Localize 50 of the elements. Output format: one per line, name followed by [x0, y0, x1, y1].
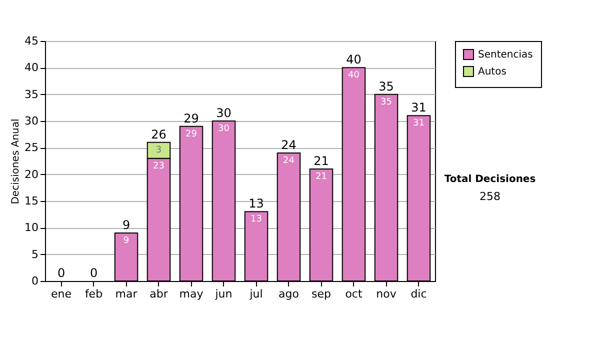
data-label: 13	[250, 214, 262, 225]
y-axis-title: Decisiones Anual	[10, 118, 22, 204]
y-tick-label: 5	[32, 248, 38, 261]
total-label: 9	[122, 218, 130, 232]
data-label: 23	[153, 161, 164, 172]
total-label: 13	[248, 196, 264, 211]
x-tick-label: nov	[376, 288, 397, 300]
total-label: 30	[216, 106, 232, 120]
x-tick-label: abr	[150, 288, 168, 300]
total-label: 21	[314, 154, 329, 168]
y-tick-label: 0	[32, 274, 38, 288]
x-tick-label: sep	[312, 288, 332, 300]
text: Total Decisiones	[444, 174, 536, 185]
x-tick-label: ago	[278, 288, 300, 300]
y-tick-label: 45	[24, 34, 38, 48]
data-label: 29	[186, 129, 198, 140]
x-tick-label: feb	[84, 288, 103, 300]
text: 258	[480, 190, 500, 203]
y-tick-label: 15	[24, 194, 38, 208]
legend-label: Sentencias	[478, 50, 533, 60]
x-tick-label: mar	[115, 288, 138, 300]
total-label: 29	[184, 111, 199, 126]
y-tick-label: 20	[24, 168, 38, 181]
x-tick-label: ene	[50, 288, 72, 300]
data-label: 40	[348, 70, 360, 81]
y-tick-label: 40	[24, 61, 38, 74]
legend-label: Autos	[478, 66, 506, 78]
y-tick-label: 35	[24, 88, 38, 101]
data-label: 24	[283, 156, 295, 166]
data-label: 21	[316, 172, 327, 182]
total-label: 35	[378, 79, 394, 94]
total-label: 24	[281, 138, 296, 152]
total-label: 40	[346, 52, 362, 67]
data-label: 30	[218, 124, 230, 134]
y-tick-label: 30	[24, 114, 38, 128]
x-tick-label: oct	[345, 288, 363, 300]
data-label: 9	[123, 236, 130, 246]
y-tick-label: 25	[24, 141, 38, 154]
total-label: 31	[411, 100, 426, 115]
data-label: 35	[380, 97, 392, 108]
total-label: 0	[90, 266, 98, 280]
x-tick-label: may	[179, 288, 204, 300]
total-label: 26	[151, 127, 166, 142]
data-label: 31	[413, 118, 424, 129]
x-tick-label: jul	[248, 288, 263, 300]
total-label: 0	[57, 266, 66, 280]
data-label: 3	[156, 145, 162, 156]
x-tick-label: dic	[410, 288, 427, 300]
x-tick-label: jun	[214, 288, 232, 300]
y-tick-label: 10	[24, 221, 38, 234]
